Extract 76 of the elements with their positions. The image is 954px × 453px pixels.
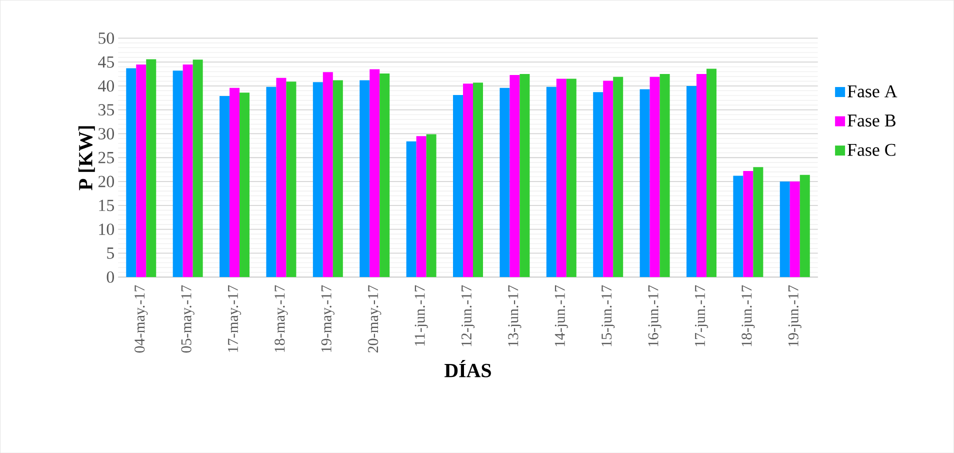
legend-label: Fase C — [848, 144, 896, 156]
bar — [613, 76, 624, 277]
x-tick-label: 15-jun.-17 — [602, 285, 615, 346]
x-tick-label: 17-jun.-17 — [694, 285, 708, 346]
bar — [182, 64, 193, 277]
bar — [686, 86, 696, 277]
bar — [380, 73, 390, 277]
legend-label: Fase B — [848, 114, 896, 126]
bar — [520, 74, 530, 277]
bar — [426, 134, 436, 277]
bar — [322, 72, 333, 277]
bar — [453, 94, 464, 277]
y-tick-label: 0 — [106, 271, 114, 283]
bar — [593, 92, 604, 277]
x-tick-label: 05-may.-17 — [181, 285, 194, 352]
x-tick-label: 19-may.-17 — [321, 285, 334, 352]
y-axis-title: P [KW] — [78, 126, 95, 190]
x-axis-title: DÍAS — [444, 360, 491, 378]
bar — [603, 80, 614, 277]
y-tick-label: 45 — [98, 56, 114, 68]
x-tick-label: 18-jun.-17 — [742, 285, 755, 346]
bar — [276, 78, 286, 277]
legend-label: Fase A — [848, 85, 898, 98]
x-tick-label: 11-jun.-17 — [414, 285, 428, 346]
bar — [360, 80, 370, 277]
bar — [733, 176, 744, 277]
bar — [312, 82, 323, 277]
bar — [146, 59, 156, 277]
bar — [230, 88, 240, 277]
bar — [556, 78, 566, 277]
bar — [266, 86, 276, 277]
bar — [463, 83, 474, 277]
bar — [136, 64, 146, 277]
x-tick-label: 20-may.-17 — [368, 285, 382, 352]
bar — [743, 170, 754, 277]
bar — [473, 82, 483, 277]
bar — [566, 78, 576, 277]
x-tick-label: 18-may.-17 — [274, 285, 288, 352]
bar — [500, 88, 510, 277]
bar — [706, 68, 716, 277]
y-tick-label: 20 — [98, 176, 114, 188]
y-tick-label: 40 — [98, 80, 114, 92]
y-tick-label: 10 — [99, 223, 114, 235]
bar — [126, 68, 136, 277]
bar — [753, 167, 764, 277]
y-tick-label: 35 — [98, 104, 114, 116]
x-tick-label: 13-jun.-17 — [508, 285, 522, 346]
bar — [220, 96, 230, 277]
bar — [546, 86, 556, 277]
bar — [240, 92, 250, 277]
bar — [510, 74, 520, 277]
bar — [286, 82, 296, 277]
x-tick-label: 14-jun.-17 — [554, 285, 568, 346]
bar — [640, 89, 650, 277]
y-tick-label: 15 — [99, 200, 114, 211]
x-tick-label: 19-jun.-17 — [788, 285, 802, 346]
bar — [696, 74, 706, 277]
y-tick-label: 50 — [98, 32, 114, 44]
bar — [406, 141, 416, 277]
bar — [192, 60, 203, 277]
bar — [790, 181, 800, 277]
bar — [660, 74, 670, 277]
bar — [172, 70, 183, 277]
bar — [780, 181, 790, 277]
y-tick-label: 30 — [98, 128, 114, 140]
x-tick-label: 12-jun.-17 — [461, 285, 475, 346]
x-tick-label: 04-may.-17 — [134, 285, 148, 352]
x-tick-label: 17-may.-17 — [228, 285, 242, 352]
bar — [800, 174, 810, 277]
bar — [650, 76, 660, 277]
bar — [332, 80, 343, 277]
x-tick-label: 16-jun.-17 — [648, 285, 662, 346]
y-tick-label: 5 — [107, 247, 114, 259]
bar — [416, 136, 426, 277]
y-tick-label: 25 — [98, 152, 114, 164]
bar — [370, 69, 380, 277]
